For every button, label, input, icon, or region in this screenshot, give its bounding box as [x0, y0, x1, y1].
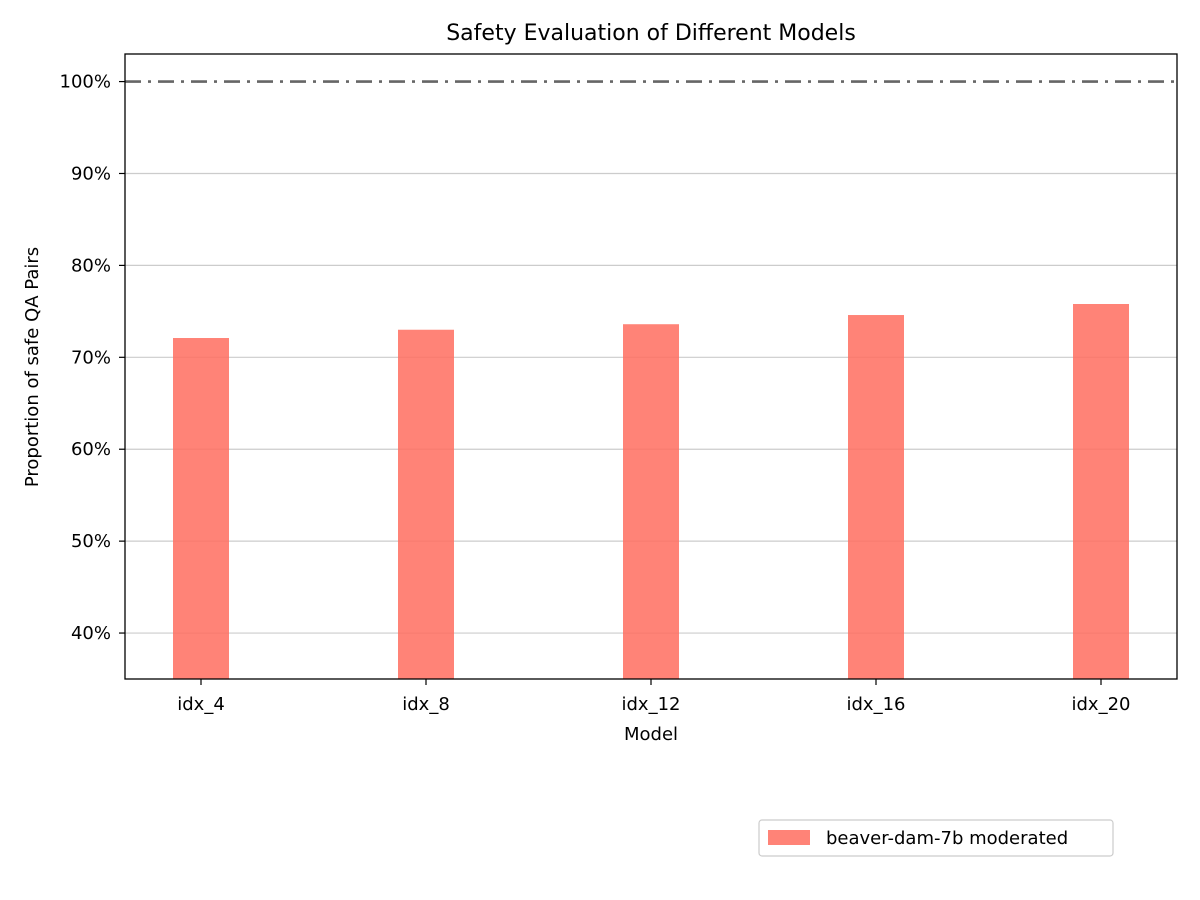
y-tick-label: 60%	[71, 439, 111, 460]
legend: beaver-dam-7b moderated	[758, 819, 1114, 857]
legend-label: beaver-dam-7b moderated	[826, 828, 1068, 849]
y-tick-label: 100%	[60, 72, 111, 93]
bars	[173, 304, 1129, 679]
bar-idx_16	[848, 315, 904, 679]
x-tick-label: idx_8	[402, 694, 450, 715]
bar-idx_4	[173, 338, 229, 679]
chart-title: Safety Evaluation of Different Models	[446, 21, 856, 46]
y-tick-label: 90%	[71, 163, 111, 184]
x-tick-label: idx_20	[1072, 694, 1131, 715]
legend-swatch	[768, 830, 810, 845]
x-tick-label: idx_12	[622, 694, 681, 715]
y-axis-label: Proportion of safe QA Pairs	[22, 247, 43, 487]
y-tick-label: 50%	[71, 531, 111, 552]
legend-frame	[758, 819, 1114, 857]
y-axis-ticks: 40% 50% 60% 70% 80% 90% 100%	[60, 72, 125, 644]
x-tick-label: idx_16	[847, 694, 906, 715]
y-tick-label: 80%	[71, 255, 111, 276]
y-tick-label: 40%	[71, 623, 111, 644]
x-axis-ticks: idx_4 idx_8 idx_12 idx_16 idx_20	[177, 679, 1130, 715]
bar-idx_20	[1073, 304, 1129, 679]
bar-idx_8	[398, 329, 454, 679]
bar-idx_12	[623, 324, 679, 679]
x-axis-label: Model	[624, 724, 678, 745]
x-tick-label: idx_4	[177, 694, 225, 715]
y-tick-label: 70%	[71, 347, 111, 368]
